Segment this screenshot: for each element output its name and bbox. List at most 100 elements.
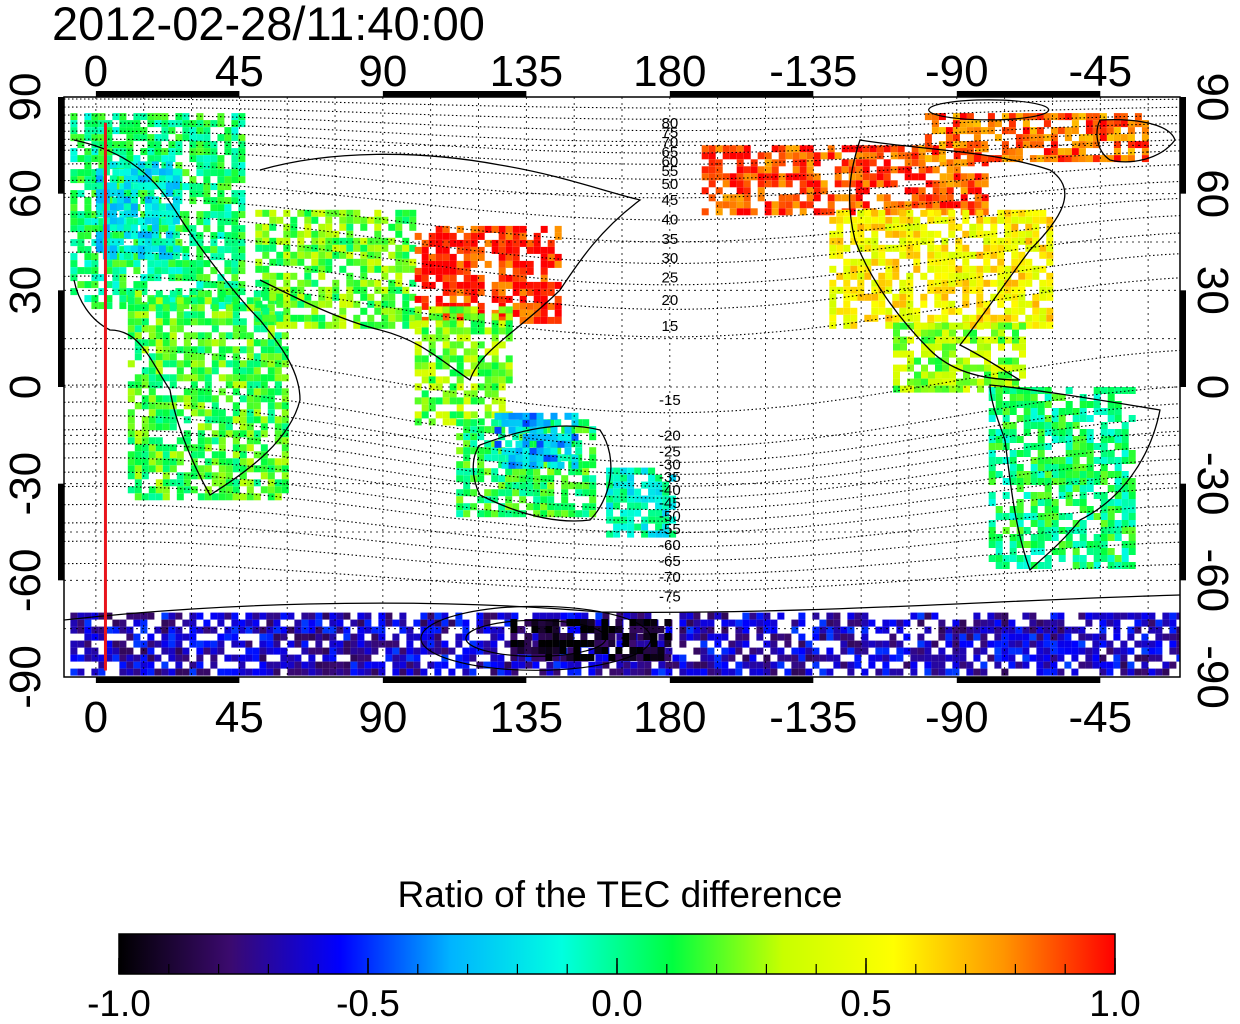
right-lat-label: 90 [1188,73,1237,122]
data-pixel [498,341,506,349]
data-pixel [148,437,156,445]
data-pixel [1036,619,1044,627]
data-pixel [948,258,956,266]
data-pixel [456,327,464,335]
data-pixel [162,444,170,452]
data-pixel [1093,555,1101,562]
data-pixel [763,612,771,620]
data-pixel [172,203,180,211]
data-pixel [1093,394,1101,401]
data-pixel [449,281,457,289]
data-pixel [847,612,855,620]
data-pixel [253,465,261,473]
data-pixel [253,388,261,396]
data-pixel [871,293,879,301]
data-pixel [977,378,984,386]
data-pixel [232,409,240,417]
data-pixel [183,318,191,326]
data-pixel [182,619,190,627]
data-pixel [169,416,177,424]
data-pixel [211,304,219,312]
data-pixel [210,148,218,156]
data-pixel [505,440,513,448]
data-pixel [287,626,295,634]
data-pixel [218,465,226,473]
data-pixel [210,281,218,289]
data-pixel [218,311,226,319]
data-pixel [934,272,942,280]
data-pixel [533,489,541,497]
data-pixel [169,374,177,382]
data-pixel [281,423,289,431]
data-pixel [662,495,670,503]
data-pixel [491,447,499,455]
data-pixel [826,668,834,676]
data-pixel [1046,279,1054,287]
data-pixel [806,173,814,181]
data-pixel [155,346,163,354]
data-pixel [336,619,344,627]
data-pixel [126,668,134,676]
data-pixel [346,258,354,266]
data-pixel [813,208,821,216]
data-pixel [98,148,106,156]
data-pixel [329,633,337,641]
data-pixel [749,654,757,662]
data-pixel [1113,134,1121,142]
data-pixel [144,210,152,218]
data-pixel [893,371,900,379]
data-pixel [1011,223,1019,231]
data-pixel [428,341,436,349]
data-pixel [182,218,190,226]
data-pixel [893,378,900,386]
data-pixel [994,134,1002,142]
data-pixel [721,626,729,634]
data-pixel [629,640,637,647]
data-pixel [105,267,113,275]
data-pixel [871,244,879,252]
data-pixel [231,281,239,289]
data-pixel [105,302,113,310]
data-pixel [442,253,450,261]
data-pixel [218,451,226,459]
data-pixel [893,329,900,337]
data-pixel [892,244,900,252]
data-pixel [267,353,275,361]
data-pixel [253,381,261,389]
data-pixel [203,225,211,233]
data-pixel [540,246,548,254]
data-pixel [109,175,117,183]
data-pixel [339,307,347,315]
data-pixel [1037,408,1045,415]
data-pixel [273,647,281,655]
data-pixel [918,152,926,160]
data-region [829,209,1054,329]
data-pixel [988,534,996,541]
data-pixel [259,647,267,655]
data-pixel [1114,492,1122,499]
data-pixel [336,626,344,634]
data-pixel [70,654,78,662]
data-pixel [165,168,173,176]
data-pixel [945,134,953,142]
data-pixel [934,258,942,266]
data-pixel [519,496,527,504]
data-pixel [1086,450,1094,457]
data-pixel [304,251,312,259]
data-pixel [714,668,722,676]
data-pixel [165,210,173,218]
data-pixel [557,461,565,469]
data-pixel [512,281,520,289]
data-pixel [477,302,485,310]
data-pixel [934,216,942,224]
data-pixel [792,194,800,202]
data-pixel [1127,626,1135,634]
data-pixel [1050,661,1058,669]
data-pixel [1011,265,1019,273]
data-pixel [1155,619,1163,627]
data-pixel [1001,141,1009,149]
data-pixel [1086,415,1094,422]
data-pixel [144,196,152,204]
data-pixel [399,619,407,627]
data-pixel [169,465,177,473]
